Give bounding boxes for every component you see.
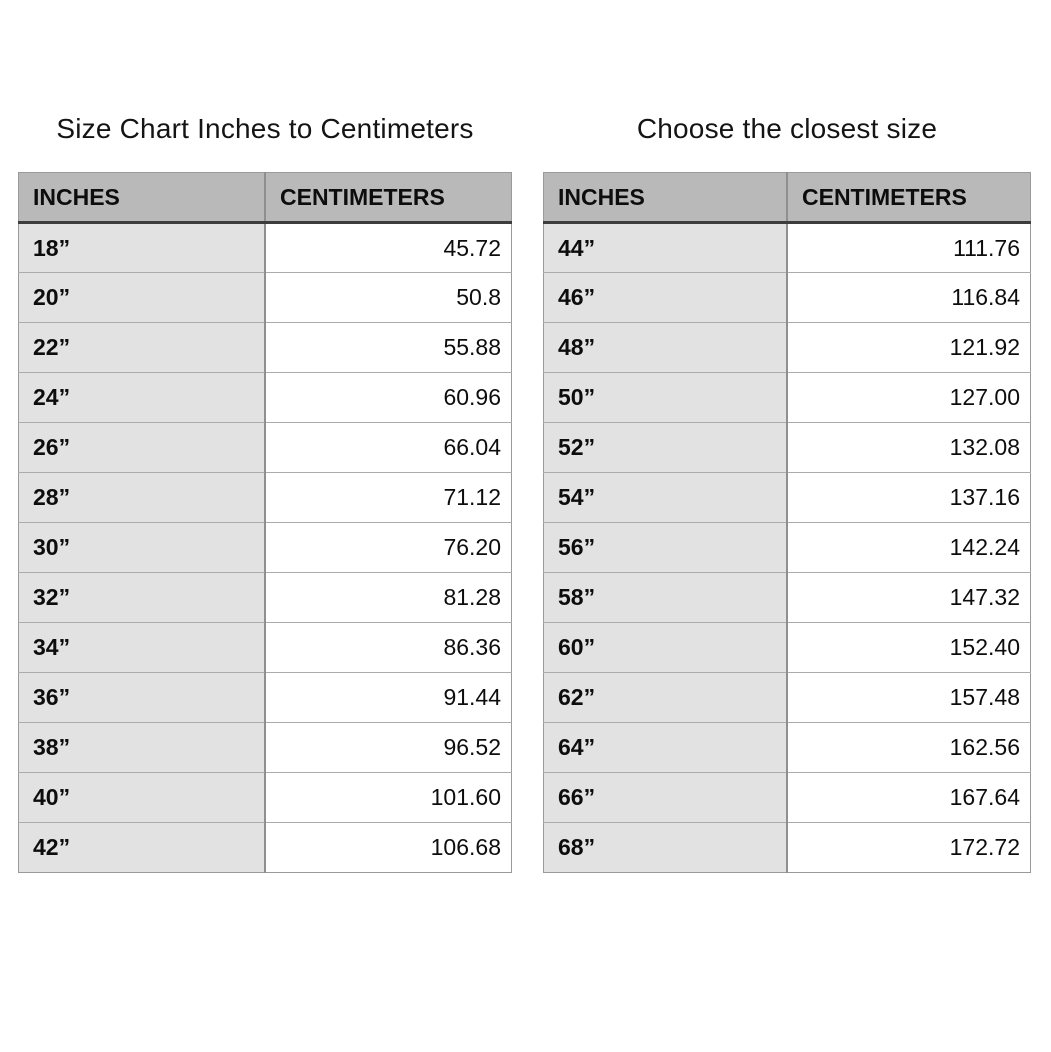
inches-cell: 32”: [18, 572, 266, 623]
inches-cell: 18”: [18, 222, 266, 273]
inches-cell: 60”: [543, 622, 788, 673]
centimeters-cell: 162.56: [787, 722, 1031, 773]
centimeters-cell: 45.72: [265, 222, 512, 273]
table-row: 28” 71.12: [18, 472, 512, 523]
table-body: 18” 45.72 20” 50.8 22” 55.88 24” 60.96 26” 66.04 2…: [18, 222, 512, 873]
centimeters-cell: 50.8: [265, 272, 512, 323]
table-header-row: INCHES CENTIMETERS: [18, 172, 512, 224]
table-header-row: INCHES CENTIMETERS: [543, 172, 1031, 224]
inches-cell: 38”: [18, 722, 266, 773]
size-chart-title: Size Chart Inches to Centimeters: [56, 113, 474, 144]
table-row: 38” 96.52: [18, 722, 512, 773]
inches-column-header: INCHES: [543, 172, 788, 224]
inches-cell: 46”: [543, 272, 788, 323]
centimeters-cell: 127.00: [787, 372, 1031, 423]
table-row: 44” 111.76: [543, 222, 1031, 273]
closest-size-section: Choose the closest size INCHES CENTIMETE…: [543, 112, 1031, 873]
inches-cell: 66”: [543, 772, 788, 823]
inches-column-header: INCHES: [18, 172, 266, 224]
inches-cell: 52”: [543, 422, 788, 473]
inches-cell: 40”: [18, 772, 266, 823]
table-row: 24” 60.96: [18, 372, 512, 423]
inches-cell: 54”: [543, 472, 788, 523]
inches-cell: 36”: [18, 672, 266, 723]
table-row: 54” 137.16: [543, 472, 1031, 523]
centimeters-cell: 81.28: [265, 572, 512, 623]
centimeters-cell: 106.68: [265, 822, 512, 873]
centimeters-column-header: CENTIMETERS: [265, 172, 512, 224]
table-row: 60” 152.40: [543, 622, 1031, 673]
inches-cell: 22”: [18, 322, 266, 373]
inches-cell: 20”: [18, 272, 266, 323]
centimeters-cell: 66.04: [265, 422, 512, 473]
inches-cell: 34”: [18, 622, 266, 673]
table-row: 58” 147.32: [543, 572, 1031, 623]
centimeters-cell: 101.60: [265, 772, 512, 823]
centimeters-cell: 157.48: [787, 672, 1031, 723]
table-body: 44” 111.76 46” 116.84 48” 121.92 50” 127.00 52” 1…: [543, 222, 1031, 873]
inches-cell: 58”: [543, 572, 788, 623]
inches-cell: 30”: [18, 522, 266, 573]
centimeters-cell: 116.84: [787, 272, 1031, 323]
inches-cell: 26”: [18, 422, 266, 473]
size-chart-section: Size Chart Inches to Centimeters INCHES …: [18, 112, 512, 873]
centimeters-cell: 76.20: [265, 522, 512, 573]
inches-cell: 56”: [543, 522, 788, 573]
inches-cell: 28”: [18, 472, 266, 523]
centimeters-cell: 60.96: [265, 372, 512, 423]
centimeters-cell: 172.72: [787, 822, 1031, 873]
table-row: 42” 106.68: [18, 822, 512, 873]
inches-cell: 50”: [543, 372, 788, 423]
centimeters-cell: 167.64: [787, 772, 1031, 823]
centimeters-cell: 137.16: [787, 472, 1031, 523]
centimeters-cell: 96.52: [265, 722, 512, 773]
table-row: 46” 116.84: [543, 272, 1031, 323]
table-row: 26” 66.04: [18, 422, 512, 473]
table-row: 18” 45.72: [18, 222, 512, 273]
table-row: 30” 76.20: [18, 522, 512, 573]
centimeters-cell: 152.40: [787, 622, 1031, 673]
table-row: 62” 157.48: [543, 672, 1031, 723]
inches-to-cm-table: INCHES CENTIMETERS 18” 45.72 20” 50.8 22” 55.…: [18, 172, 512, 873]
table-row: 22” 55.88: [18, 322, 512, 373]
inches-cell: 64”: [543, 722, 788, 773]
closest-size-title: Choose the closest size: [636, 113, 938, 144]
centimeters-cell: 86.36: [265, 622, 512, 673]
centimeters-cell: 147.32: [787, 572, 1031, 623]
inches-cell: 68”: [543, 822, 788, 873]
table-row: 52” 132.08: [543, 422, 1031, 473]
table-row: 56” 142.24: [543, 522, 1031, 573]
centimeters-cell: 55.88: [265, 322, 512, 373]
two-table-layout: Size Chart Inches to Centimeters INCHES …: [18, 112, 1033, 873]
centimeters-cell: 71.12: [265, 472, 512, 523]
centimeters-cell: 121.92: [787, 322, 1031, 373]
inches-cell: 42”: [18, 822, 266, 873]
centimeters-cell: 91.44: [265, 672, 512, 723]
centimeters-cell: 111.76: [787, 222, 1031, 273]
centimeters-cell: 132.08: [787, 422, 1031, 473]
table-row: 36” 91.44: [18, 672, 512, 723]
table-row: 68” 172.72: [543, 822, 1031, 873]
inches-cell: 48”: [543, 322, 788, 373]
table-row: 20” 50.8: [18, 272, 512, 323]
inches-cell: 62”: [543, 672, 788, 723]
table-row: 48” 121.92: [543, 322, 1031, 373]
table-row: 66” 167.64: [543, 772, 1031, 823]
table-row: 50” 127.00: [543, 372, 1031, 423]
table-row: 40” 101.60: [18, 772, 512, 823]
table-row: 64” 162.56: [543, 722, 1031, 773]
inches-cell: 24”: [18, 372, 266, 423]
table-row: 34” 86.36: [18, 622, 512, 673]
centimeters-cell: 142.24: [787, 522, 1031, 573]
centimeters-column-header: CENTIMETERS: [787, 172, 1031, 224]
table-row: 32” 81.28: [18, 572, 512, 623]
inches-to-cm-table-2: INCHES CENTIMETERS 44” 111.76 46” 116.84 48”…: [543, 172, 1031, 873]
inches-cell: 44”: [543, 222, 788, 273]
